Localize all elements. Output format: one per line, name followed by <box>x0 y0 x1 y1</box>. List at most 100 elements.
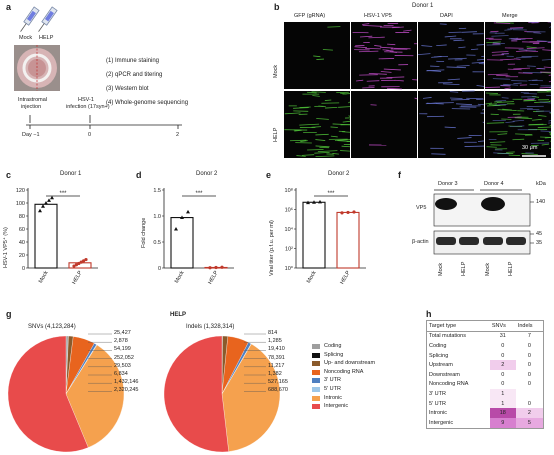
micrograph-fiber <box>368 72 387 75</box>
y-tick-label: 10⁶ <box>285 207 293 214</box>
micrograph-fiber <box>446 66 467 69</box>
micrograph-fiber <box>315 155 335 158</box>
table-header-cell: Target type <box>426 320 490 332</box>
micrograph-fiber <box>464 145 485 147</box>
panel-c-title: Donor 1 <box>60 171 82 177</box>
micrograph-fiber <box>528 79 538 81</box>
micrograph-fiber <box>539 101 552 104</box>
micrograph-fiber <box>518 72 533 74</box>
micrograph-fiber <box>515 133 532 136</box>
table-row: Upstream 2 0 <box>427 360 544 370</box>
legend-swatch <box>312 378 320 384</box>
micrograph-fiber <box>528 123 544 126</box>
micrograph-fiber <box>548 100 552 102</box>
micrograph-fiber <box>507 68 522 71</box>
micrograph-fiber <box>359 35 373 38</box>
legend-swatch <box>312 404 320 410</box>
micrograph-fiber <box>340 150 351 152</box>
micrograph-fiber <box>332 123 351 126</box>
micrograph-fiber <box>497 133 508 135</box>
pie-slice <box>163 335 229 453</box>
micrograph-fiber <box>315 139 326 141</box>
micrograph-fiber <box>492 78 511 80</box>
x-tick-label: HELP <box>71 270 84 286</box>
micrograph-fiber <box>451 99 470 101</box>
micrograph-fiber <box>549 86 552 89</box>
micrograph-fiber <box>293 107 309 109</box>
micrograph-fiber <box>362 23 370 25</box>
table-cell: 0 <box>501 371 505 378</box>
micrograph-fiber <box>544 137 552 139</box>
micrograph-fiber <box>485 86 500 88</box>
indel-value-label: 1,382 <box>268 371 282 377</box>
micrograph-fiber <box>477 103 485 106</box>
data-point <box>346 210 350 215</box>
micrograph-fiber <box>542 49 552 51</box>
micrograph-fiber <box>449 91 459 93</box>
snv-value-label: 252,052 <box>114 354 134 361</box>
cornea-photo <box>14 45 60 91</box>
panel-e-title: Donor 2 <box>328 171 350 177</box>
data-point <box>208 266 212 270</box>
snv-value-label: 2,320,245 <box>114 387 139 394</box>
micrograph-fiber <box>421 45 433 47</box>
micrograph-fiber <box>458 46 466 49</box>
micrograph-fiber <box>514 58 521 60</box>
micrograph-fiber <box>417 53 431 56</box>
data-point <box>74 263 78 267</box>
micrograph-fiber <box>436 44 447 47</box>
micrograph-fiber <box>337 140 351 142</box>
event-injection-line1: Intrastromal <box>18 97 48 103</box>
micrograph-fiber <box>444 35 457 38</box>
x-tick-label: HELP <box>207 270 220 286</box>
micrograph-fiber <box>507 27 524 30</box>
micrograph-fiber <box>448 57 467 60</box>
micrograph-fiber <box>549 26 552 28</box>
micrograph-fiber <box>342 131 351 133</box>
micrograph-fiber <box>442 83 460 86</box>
bar <box>170 217 194 269</box>
micrograph-fiber <box>386 76 405 79</box>
table-header-cell: SNVs <box>489 320 516 332</box>
micrograph-fiber <box>457 137 472 139</box>
micrograph-fiber <box>362 24 382 27</box>
micrograph-fiber <box>497 109 517 111</box>
data-point <box>72 264 76 268</box>
y-tick-label: 1.0 <box>153 214 161 220</box>
micrograph-fiber <box>338 106 351 108</box>
chart-c: 0 20 40 60 80 100 120 Mock HELP *** <box>16 188 98 286</box>
micrograph-fiber <box>486 146 497 148</box>
lane-1: Mock <box>438 262 444 276</box>
table-row: Splicing 0 0 <box>427 351 544 361</box>
row-mock: Mock <box>273 64 279 78</box>
micrograph-fiber <box>548 111 552 114</box>
micrograph-fiber <box>493 152 510 155</box>
table-cell: 2 <box>515 408 544 418</box>
micrograph-fiber <box>509 125 525 127</box>
data-point <box>77 261 81 266</box>
data-point <box>214 265 218 270</box>
micrograph-fiber <box>315 145 330 148</box>
micrograph-tile <box>284 22 350 89</box>
panel-label-g: g <box>6 309 12 319</box>
panel-c: Donor 1 HSV-1 VP5⁺ (%) 0 20 40 60 80 100 120 Mo… <box>0 168 130 308</box>
micrograph-fiber <box>431 153 446 155</box>
panel-b: Donor 1 GFP (gRNA) HSV-1 VP5 DAPI Merge … <box>270 0 554 165</box>
y-tick-label: 60 <box>19 227 25 233</box>
micrograph-fiber <box>511 38 526 41</box>
legend-swatch <box>312 352 320 358</box>
micrograph-fiber <box>486 41 501 44</box>
table-cell: 0 <box>527 381 531 388</box>
indel-value-label: 688,670 <box>268 387 288 394</box>
micrograph-fiber <box>348 101 351 104</box>
micrograph-fiber <box>482 109 485 111</box>
legend-label: 3′ UTR <box>324 377 341 384</box>
x-tick-label: Mock <box>38 270 50 285</box>
table-cell <box>516 389 544 399</box>
micrograph-fiber <box>284 112 301 115</box>
micrograph-fiber <box>476 85 485 87</box>
micrograph-fiber <box>476 98 484 101</box>
table-cell: 1 <box>489 398 516 409</box>
panel-label-b: b <box>274 2 280 12</box>
micrograph-fiber <box>501 53 509 55</box>
